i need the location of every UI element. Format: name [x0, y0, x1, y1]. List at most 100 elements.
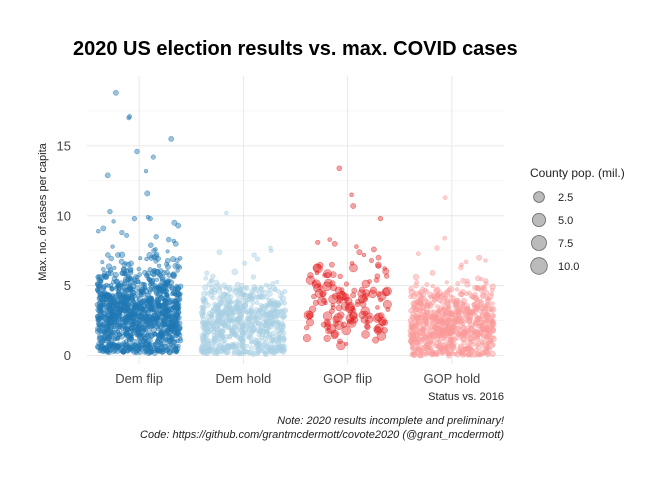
data-point: [332, 320, 339, 327]
data-point: [144, 316, 151, 323]
x-tick-label: GOP hold: [423, 371, 480, 386]
data-point: [446, 317, 452, 323]
data-point: [429, 270, 436, 276]
data-point: [471, 294, 476, 300]
data-point: [279, 349, 284, 354]
data-point: [274, 340, 281, 347]
data-point: [169, 327, 174, 332]
data-point: [381, 327, 388, 334]
data-point: [163, 329, 170, 337]
data-point: [280, 328, 285, 333]
data-point: [224, 210, 229, 216]
data-point: [476, 332, 482, 338]
data-point: [143, 303, 148, 308]
data-point: [175, 222, 182, 229]
data-point: [128, 260, 134, 267]
data-point: [219, 334, 224, 339]
data-point: [113, 89, 119, 96]
data-point: [409, 314, 415, 319]
data-point: [426, 303, 432, 309]
data-point: [369, 286, 377, 294]
data-point: [478, 309, 483, 314]
data-point: [199, 320, 205, 326]
data-point: [475, 318, 481, 323]
data-point: [232, 304, 239, 311]
data-point: [112, 271, 119, 278]
data-point: [100, 260, 105, 265]
data-point: [258, 285, 264, 291]
data-point: [135, 294, 141, 299]
data-point: [160, 347, 166, 353]
data-point: [231, 329, 236, 335]
data-point: [126, 320, 131, 326]
size-legend-key: [531, 235, 547, 251]
data-point: [201, 290, 208, 297]
data-point: [178, 291, 183, 297]
data-point: [176, 320, 183, 327]
data-point: [96, 228, 101, 234]
data-point: [152, 342, 158, 347]
data-point: [473, 347, 479, 353]
data-point: [131, 322, 136, 328]
data-point: [444, 321, 451, 328]
data-point: [449, 329, 455, 336]
data-point: [240, 304, 246, 309]
data-point: [384, 273, 390, 279]
size-legend-label: 2.5: [558, 192, 573, 204]
data-point: [240, 291, 247, 298]
data-point: [430, 320, 435, 326]
data-point: [323, 301, 328, 306]
data-point: [201, 325, 207, 332]
data-point: [418, 325, 425, 332]
data-point: [241, 346, 247, 352]
data-point: [124, 333, 130, 339]
data-point: [216, 249, 223, 256]
data-point: [409, 330, 416, 338]
data-point: [103, 308, 110, 315]
size-legend: County pop. (mil.) 2.5 5.0 7.5 10.0: [530, 166, 625, 275]
data-point: [145, 310, 151, 317]
data-point: [375, 291, 382, 297]
data-point: [237, 335, 244, 342]
data-point: [325, 327, 332, 335]
data-point: [128, 270, 134, 276]
data-point: [424, 282, 430, 287]
data-point: [433, 323, 439, 328]
data-point: [274, 279, 280, 285]
data-point: [444, 280, 449, 285]
data-point: [225, 323, 231, 330]
data-point: [269, 301, 276, 307]
data-point: [157, 290, 164, 296]
data-point: [165, 249, 170, 254]
data-point: [484, 351, 491, 358]
caption-code: Code: https://github.com/grantmcdermott/…: [140, 429, 504, 441]
data-point: [97, 348, 102, 354]
data-point: [466, 319, 472, 325]
data-point: [100, 266, 106, 272]
data-point: [372, 336, 380, 344]
data-point: [231, 351, 237, 356]
data-point: [112, 337, 118, 342]
data-point: [373, 277, 380, 283]
data-point: [486, 346, 493, 352]
data-point: [485, 326, 492, 333]
data-point: [147, 216, 153, 222]
data-point: [147, 305, 154, 312]
data-point: [217, 342, 224, 348]
data-point: [214, 309, 220, 315]
data-point: [174, 300, 180, 306]
data-point: [373, 325, 381, 333]
data-point: [166, 278, 172, 284]
data-point: [164, 288, 169, 293]
data-point: [337, 273, 343, 280]
data-point: [134, 148, 140, 155]
data-point: [96, 307, 103, 315]
data-point: [436, 292, 441, 298]
data-point: [241, 330, 247, 335]
data-point: [218, 309, 225, 317]
data-point: [209, 288, 215, 294]
data-point: [118, 258, 125, 265]
data-point: [203, 332, 210, 338]
data-point: [175, 338, 180, 344]
data-point: [307, 272, 314, 279]
